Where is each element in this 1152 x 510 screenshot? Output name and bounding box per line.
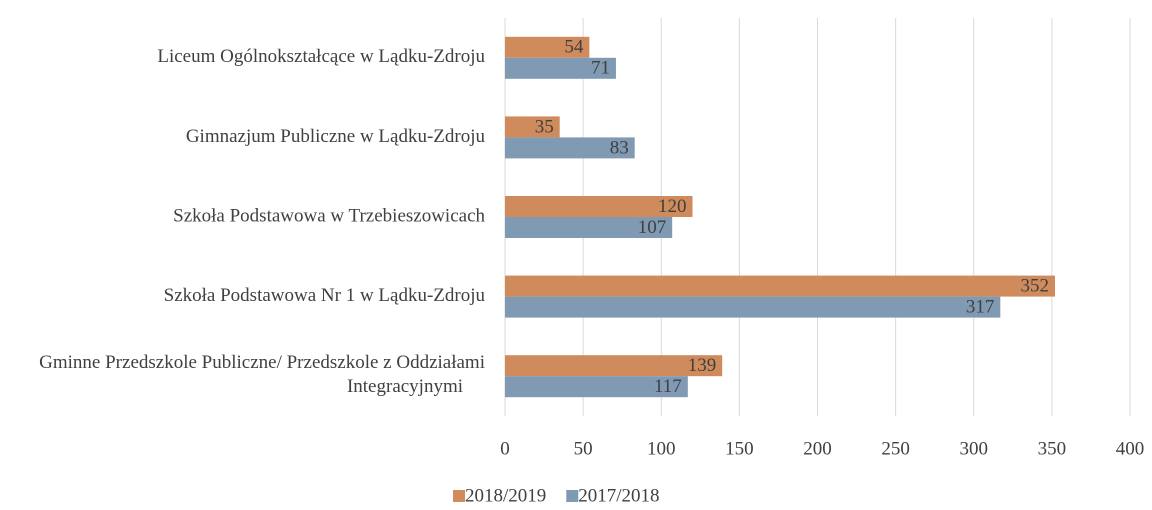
bar xyxy=(505,217,673,238)
category-label: Szkoła Podstawowa w Trzebieszowicach xyxy=(173,205,485,226)
legend-label: 2018/2019 xyxy=(465,485,546,506)
data-label: 54 xyxy=(564,37,584,58)
x-tick-label: 200 xyxy=(803,438,832,459)
x-tick-label: 50 xyxy=(574,438,593,459)
category-label: Szkoła Podstawowa Nr 1 w Lądku-Zdroju xyxy=(164,285,486,306)
data-label: 317 xyxy=(966,296,995,317)
x-tick-label: 250 xyxy=(881,438,910,459)
x-tick-label: 0 xyxy=(500,438,510,459)
bar xyxy=(505,355,723,377)
bar xyxy=(505,196,693,217)
x-tick-label: 100 xyxy=(647,438,676,459)
bar xyxy=(505,275,1055,297)
data-label: 352 xyxy=(1021,275,1050,296)
data-label: 35 xyxy=(535,116,554,137)
category-label-line: Gminne Przedszkole Publiczne/ Przedszkol… xyxy=(39,353,485,374)
category-label: Gminne Przedszkole Publiczne/ Przedszkol… xyxy=(39,353,485,398)
legend-swatch xyxy=(453,490,465,502)
data-label: 117 xyxy=(654,376,682,397)
x-tick-label: 400 xyxy=(1116,438,1145,459)
x-tick-label: 350 xyxy=(1038,438,1067,459)
data-label: 139 xyxy=(688,355,717,376)
bar xyxy=(505,376,688,398)
category-label: Liceum Ogólnokształcące w Lądku-Zdroju xyxy=(157,46,485,67)
x-tick-label: 300 xyxy=(960,438,989,459)
bar xyxy=(505,137,635,159)
bar xyxy=(505,296,1001,318)
legend-swatch xyxy=(566,490,579,502)
data-label: 120 xyxy=(658,196,687,217)
bar xyxy=(505,36,590,58)
data-label: 107 xyxy=(638,217,667,238)
data-label: 71 xyxy=(591,58,610,79)
legend-label: 2017/2018 xyxy=(578,485,659,506)
bar xyxy=(505,116,560,138)
bar xyxy=(505,57,616,79)
x-tick-label: 150 xyxy=(725,438,754,459)
category-label-line: Integracyjnymi xyxy=(347,377,463,398)
data-label: 83 xyxy=(610,137,629,158)
category-label: Gimnazjum Publiczne w Lądku-Zdroju xyxy=(186,126,486,147)
